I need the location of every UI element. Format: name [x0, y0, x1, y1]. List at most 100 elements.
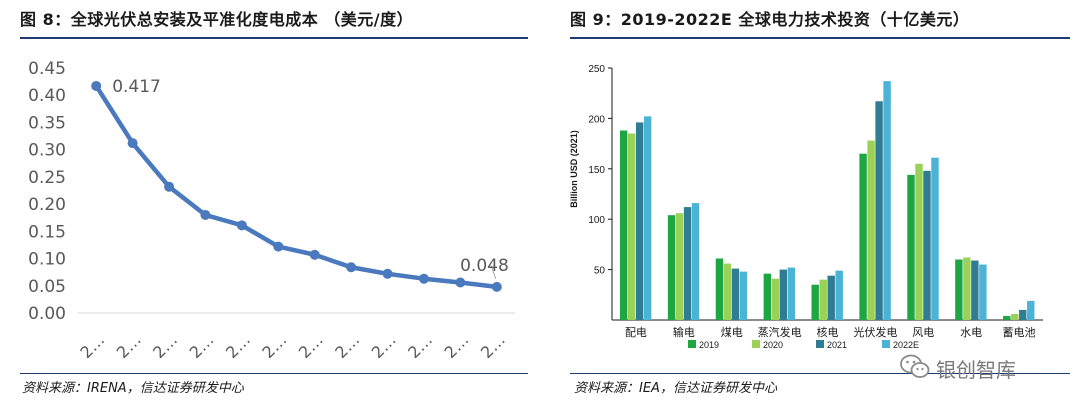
y-tick-label: 250	[588, 64, 605, 75]
bar	[732, 269, 739, 320]
bar	[740, 272, 747, 320]
bar	[923, 171, 930, 320]
data-point	[346, 262, 356, 272]
bar	[963, 258, 970, 320]
bar	[684, 207, 691, 320]
x-tick-label: 2…	[76, 330, 108, 362]
bar	[875, 101, 882, 320]
x-category-label: 煤电	[721, 326, 743, 339]
legend-label: 2022E	[893, 340, 919, 350]
data-point	[200, 210, 210, 220]
y-tick-label: 0.00	[28, 304, 66, 324]
x-category-label: 输电	[673, 325, 695, 339]
line-chart: 0.00 0.05 0.10 0.15 0.20 0.25 0.30 0.35 0.40 0.45…	[0, 0, 540, 417]
bar	[1019, 310, 1026, 320]
y-tick-label: 0.40	[28, 86, 66, 106]
data-point	[91, 81, 101, 91]
bar	[812, 285, 819, 320]
bar	[955, 260, 962, 320]
x-category-label: 核电	[817, 325, 839, 339]
bar	[820, 280, 827, 320]
bar	[1003, 316, 1010, 320]
bar	[859, 154, 866, 320]
bar	[716, 259, 723, 320]
x-tick-label: 2…	[113, 330, 145, 362]
y-tick-label: 200	[588, 114, 605, 125]
legend-swatch	[752, 340, 760, 348]
bar	[668, 215, 675, 320]
bar	[907, 175, 914, 320]
bar	[780, 270, 787, 320]
y-tick-label: 0.05	[28, 277, 66, 297]
y-tick-label: 100	[588, 215, 605, 226]
bar	[676, 213, 683, 320]
bar	[867, 141, 874, 320]
x-tick-label: 2…	[149, 330, 181, 362]
y-tick-label: 0.45	[28, 59, 66, 79]
x-tick-label: 2…	[295, 330, 327, 362]
y-tick-label: 150	[588, 165, 605, 176]
legend-label: 2021	[827, 340, 847, 350]
legend-label: 2019	[699, 340, 719, 350]
watermark-text: 银创智库	[936, 354, 1016, 383]
x-tick-label: 2…	[368, 330, 400, 362]
legend-swatch	[816, 340, 824, 348]
x-tick-label: 2…	[441, 330, 473, 362]
bar	[1011, 314, 1018, 320]
right-figure-panel: 图 9：2019-2022E 全球电力技术投资（十亿美元） 50 100 150 20…	[540, 0, 1080, 417]
bar	[931, 158, 938, 320]
y-tick-label: 0.35	[28, 113, 66, 133]
bar	[724, 264, 731, 320]
data-point	[237, 220, 247, 230]
data-label: 0.048	[460, 256, 509, 276]
x-category-label: 蒸汽发电	[758, 325, 802, 339]
left-figure-panel: 图 8：全球光伏总安装及平准化度电成本 （美元/度） 0.00 0.05 0.10 0…	[0, 0, 540, 417]
x-category-label: 配电	[625, 326, 647, 339]
x-category-label: 光伏发电	[853, 325, 897, 339]
left-source-note: 资料来源：IRENA，信达证券研发中心	[22, 377, 244, 396]
x-category-label: 蓄电池	[1003, 326, 1036, 339]
bar	[764, 274, 771, 320]
data-point	[164, 182, 174, 192]
y-tick-label: 0.10	[28, 250, 66, 270]
x-tick-label: 2…	[404, 330, 436, 362]
bar	[644, 116, 651, 320]
x-category-label: 水电	[960, 326, 982, 339]
data-point	[128, 138, 138, 148]
data-point	[383, 269, 393, 279]
y-tick-label: 50	[594, 266, 606, 277]
bar	[692, 203, 699, 320]
data-point	[273, 242, 283, 252]
x-tick-label: 2…	[258, 330, 290, 362]
x-category-label: 风电	[912, 326, 934, 339]
bar	[620, 130, 627, 320]
bar	[628, 134, 635, 320]
bar	[772, 279, 779, 320]
y-tick-label: 0.20	[28, 195, 66, 215]
bar	[836, 271, 843, 320]
bar	[915, 164, 922, 320]
right-source-note: 资料来源：IEA，信达证券研发中心	[574, 377, 777, 396]
data-point	[419, 274, 429, 284]
x-tick-label: 2…	[331, 330, 363, 362]
bar	[636, 122, 643, 320]
y-tick-label: 0.30	[28, 141, 66, 161]
data-point	[455, 278, 465, 288]
data-label: 0.417	[112, 77, 161, 97]
bar	[883, 81, 890, 320]
data-point	[492, 282, 502, 292]
bar	[979, 265, 986, 320]
legend-label: 2020	[763, 340, 783, 350]
bar	[1027, 301, 1034, 320]
wechat-icon	[900, 354, 930, 380]
legend-swatch	[688, 340, 696, 348]
legend-swatch	[882, 340, 890, 348]
bar	[828, 276, 835, 320]
y-axis-label: Billion USD (2021)	[569, 130, 579, 208]
watermark: 银创智库	[900, 352, 1060, 382]
data-point	[310, 250, 320, 260]
y-tick-label: 0.25	[28, 168, 66, 188]
x-tick-label: 2…	[477, 330, 509, 362]
y-tick-label: 0.15	[28, 222, 66, 242]
left-source-rule	[20, 373, 528, 374]
